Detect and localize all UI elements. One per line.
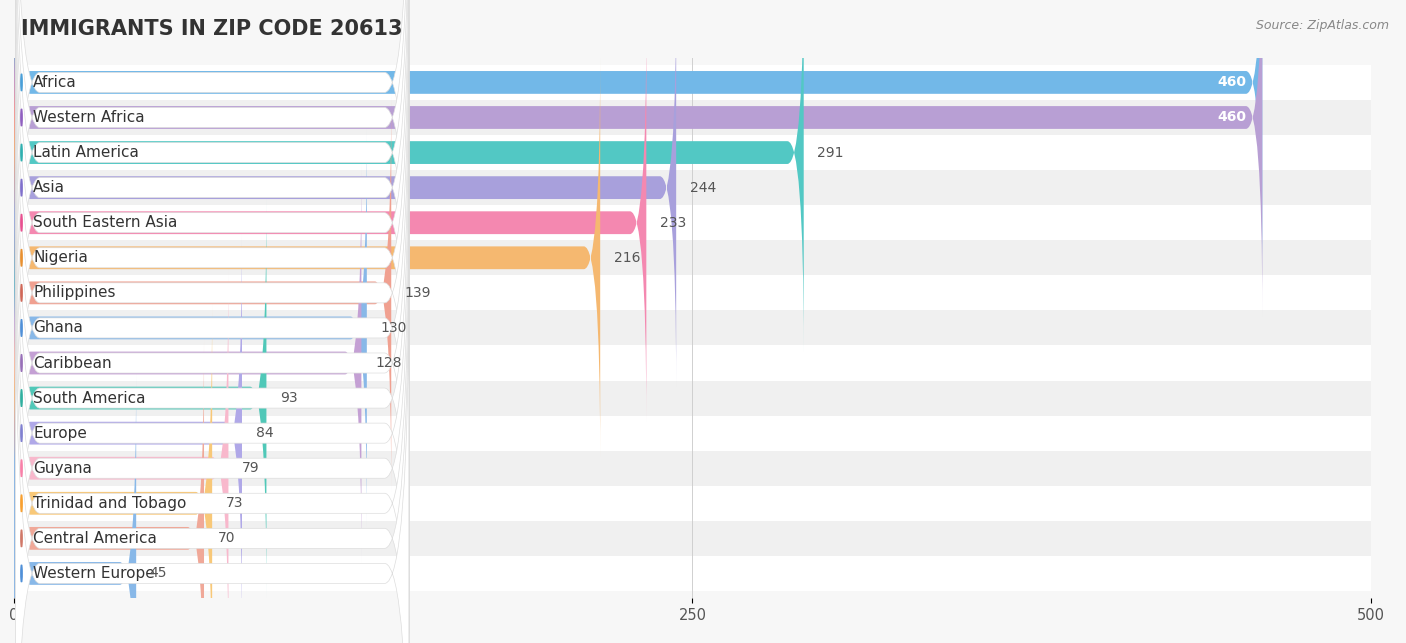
Text: Western Europe: Western Europe	[32, 566, 155, 581]
Text: 130: 130	[381, 321, 406, 335]
FancyBboxPatch shape	[14, 0, 804, 352]
Text: 73: 73	[226, 496, 243, 511]
Text: South America: South America	[32, 390, 145, 406]
Text: Western Africa: Western Africa	[32, 110, 145, 125]
Text: Central America: Central America	[32, 531, 157, 546]
Text: Philippines: Philippines	[32, 285, 115, 300]
Text: Asia: Asia	[32, 180, 65, 195]
Bar	[14, 345, 1371, 381]
Text: Guyana: Guyana	[32, 461, 91, 476]
FancyBboxPatch shape	[14, 374, 136, 643]
Bar	[14, 415, 1371, 451]
Bar	[14, 521, 1371, 556]
Bar	[14, 556, 1371, 591]
FancyBboxPatch shape	[15, 163, 409, 643]
Text: Africa: Africa	[32, 75, 77, 90]
FancyBboxPatch shape	[15, 0, 409, 529]
FancyBboxPatch shape	[14, 129, 367, 527]
FancyBboxPatch shape	[14, 304, 212, 643]
Text: 70: 70	[218, 531, 235, 545]
Text: Nigeria: Nigeria	[32, 250, 89, 266]
Bar	[14, 311, 1371, 345]
Bar	[14, 65, 1371, 100]
Text: 45: 45	[150, 566, 167, 581]
Bar	[14, 275, 1371, 311]
FancyBboxPatch shape	[14, 340, 204, 643]
Bar	[14, 240, 1371, 275]
FancyBboxPatch shape	[14, 94, 391, 492]
Bar	[14, 100, 1371, 135]
FancyBboxPatch shape	[14, 24, 647, 422]
Text: 128: 128	[375, 356, 402, 370]
FancyBboxPatch shape	[14, 59, 600, 457]
FancyBboxPatch shape	[14, 0, 1263, 316]
Bar	[14, 135, 1371, 170]
Text: Europe: Europe	[32, 426, 87, 440]
Bar	[14, 205, 1371, 240]
FancyBboxPatch shape	[15, 57, 409, 643]
FancyBboxPatch shape	[15, 127, 409, 643]
Text: 291: 291	[817, 145, 844, 159]
Text: 460: 460	[1218, 111, 1246, 125]
Text: 84: 84	[256, 426, 273, 440]
FancyBboxPatch shape	[14, 0, 676, 386]
Text: Source: ZipAtlas.com: Source: ZipAtlas.com	[1256, 19, 1389, 32]
Text: Caribbean: Caribbean	[32, 356, 111, 370]
FancyBboxPatch shape	[15, 93, 409, 643]
Text: 139: 139	[405, 286, 432, 300]
Bar	[14, 451, 1371, 485]
FancyBboxPatch shape	[15, 0, 409, 388]
FancyBboxPatch shape	[14, 164, 361, 562]
FancyBboxPatch shape	[15, 268, 409, 643]
Bar	[14, 170, 1371, 205]
FancyBboxPatch shape	[14, 234, 242, 632]
FancyBboxPatch shape	[15, 197, 409, 643]
Text: 244: 244	[690, 181, 716, 195]
Text: South Eastern Asia: South Eastern Asia	[32, 215, 177, 230]
Bar	[14, 381, 1371, 415]
FancyBboxPatch shape	[14, 269, 228, 643]
Text: Trinidad and Tobago: Trinidad and Tobago	[32, 496, 187, 511]
FancyBboxPatch shape	[14, 199, 266, 597]
FancyBboxPatch shape	[15, 0, 409, 563]
Text: 233: 233	[659, 215, 686, 230]
FancyBboxPatch shape	[15, 0, 409, 458]
FancyBboxPatch shape	[15, 0, 409, 493]
Text: 460: 460	[1218, 75, 1246, 89]
Text: 93: 93	[280, 391, 298, 405]
FancyBboxPatch shape	[15, 23, 409, 633]
Text: Latin America: Latin America	[32, 145, 139, 160]
FancyBboxPatch shape	[14, 0, 1263, 282]
FancyBboxPatch shape	[15, 0, 409, 423]
Text: IMMIGRANTS IN ZIP CODE 20613: IMMIGRANTS IN ZIP CODE 20613	[21, 19, 402, 39]
Text: 79: 79	[242, 461, 260, 475]
Text: Ghana: Ghana	[32, 320, 83, 336]
Bar	[14, 485, 1371, 521]
Text: 216: 216	[614, 251, 640, 265]
FancyBboxPatch shape	[15, 0, 409, 599]
FancyBboxPatch shape	[15, 233, 409, 643]
